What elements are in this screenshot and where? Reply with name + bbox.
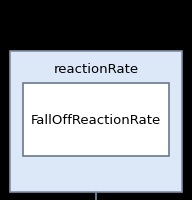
FancyBboxPatch shape (10, 52, 182, 192)
FancyBboxPatch shape (23, 84, 169, 156)
Text: FallOffReactionRate: FallOffReactionRate (31, 114, 161, 126)
Text: reactionRate: reactionRate (53, 63, 139, 75)
